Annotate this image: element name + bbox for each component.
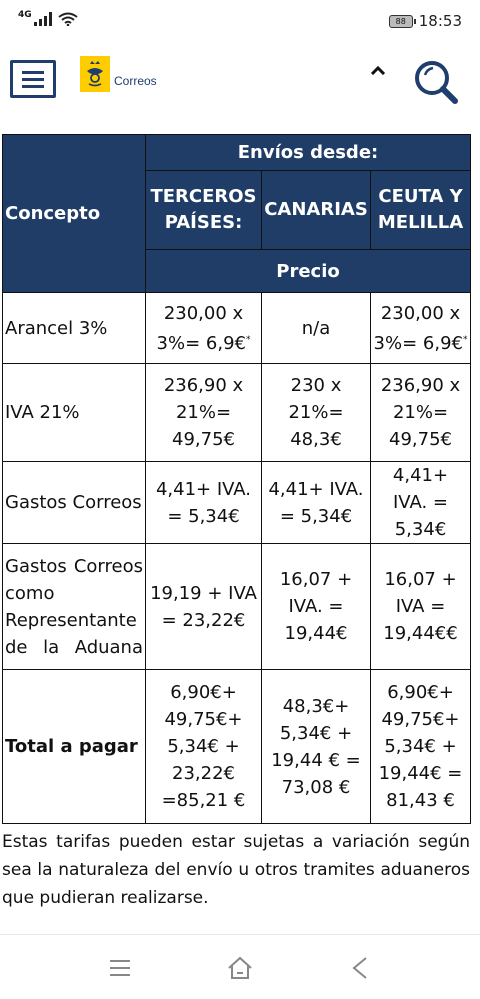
cell-terceros: 19,19 + IVA = 23,22€ [145,543,262,670]
cell-canarias: 16,07 + IVA. = 19,44€ [261,543,371,670]
column-header-ceuta: CEUTA Y MELILLA [370,170,471,250]
tarifa-table: Concepto Envíos desde: TERCEROS PAÍSES: C… [2,134,471,824]
row-concept-total: Total a pagar [2,669,146,824]
table-row: Gastos Correos 4,41+ IVA. = 5,34€ 4,41+ … [2,461,471,544]
column-header-canarias: CANARIAS [261,170,371,250]
chevron-up-icon[interactable] [370,60,386,79]
table-header-row: TERCEROS PAÍSES: CANARIAS CEUTA Y MELILLA [3,170,471,250]
footnote-text: Estas tarifas pueden estar sujetas a var… [2,832,470,908]
column-header-terceros: TERCEROS PAÍSES: [145,170,262,250]
search-icon[interactable] [412,58,460,106]
table-row: Gastos Correos como Representante de la … [2,543,471,670]
table-row: IVA 21% 236,90 x 21%= 49,75€ 230 x 21%= … [2,363,471,462]
cell-terceros: 236,90 x 21%= 49,75€ [145,363,262,462]
hamburger-menu-icon[interactable] [10,60,56,98]
app-header: Correos [0,44,480,120]
cell-canarias: n/a [261,292,371,364]
cell-ceuta: 16,07 + IVA = 19,44€€ [370,543,471,670]
row-concept: IVA 21% [2,363,146,462]
column-header-concepto: Concepto [2,134,146,293]
battery-level: 88 [395,16,406,26]
cell-canarias: 4,41+ IVA. = 5,34€ [261,461,371,544]
table-row: Total a pagar 6,90€+ 49,75€+ 5,34€ + 23,… [2,669,471,824]
home-icon[interactable] [225,953,255,983]
status-left: 4G [18,10,78,26]
cell-canarias: 230 x 21%= 48,3€ [261,363,371,462]
envios-desde-header: Envíos desde: [145,134,471,171]
nav-menu-icon[interactable] [105,953,135,983]
precio-header: Precio [145,249,471,293]
row-concept: Gastos Correos [2,461,146,544]
table-header-row: Concepto Envíos desde: [2,134,471,293]
cell-ceuta: 6,90€+ 49,75€+ 5,34€ + 19,44€ = 81,43 € [370,669,471,824]
correos-logo-icon[interactable] [80,56,110,92]
back-icon[interactable] [345,953,375,983]
table-header-row: Precio [3,249,471,293]
cell-ceuta: 236,90 x 21%= 49,75€ [370,363,471,462]
cell-ceuta: 230,00 x 3%= 6,9€* [370,292,471,364]
status-right: 88 18:53 [388,12,462,30]
wifi-icon [58,12,78,26]
system-nav-bar [0,934,480,999]
network-type: 4G [18,10,32,20]
table-row: Arancel 3% 230,00 x 3%= 6,9€* n/a 230,00… [2,292,471,364]
logo-text[interactable]: Correos [114,74,157,88]
clock: 18:53 [418,12,462,30]
row-concept: Arancel 3% [2,292,146,364]
cell-terceros: 6,90€+ 49,75€+ 5,34€ + 23,22€ =85,21 € [145,669,262,824]
signal-icon [33,12,52,26]
status-bar: 4G 88 18:53 [0,0,480,44]
cell-canarias: 48,3€+ 5,34€ + 19,44 € = 73,08 € [261,669,371,824]
row-concept: Gastos Correos como Representante de la … [2,543,146,670]
battery-icon: 88 [388,14,416,28]
cell-ceuta: 4,41+ IVA. = 5,34€ [370,461,471,544]
cell-terceros: 4,41+ IVA. = 5,34€ [145,461,262,544]
cell-terceros: 230,00 x 3%= 6,9€* [145,292,262,364]
